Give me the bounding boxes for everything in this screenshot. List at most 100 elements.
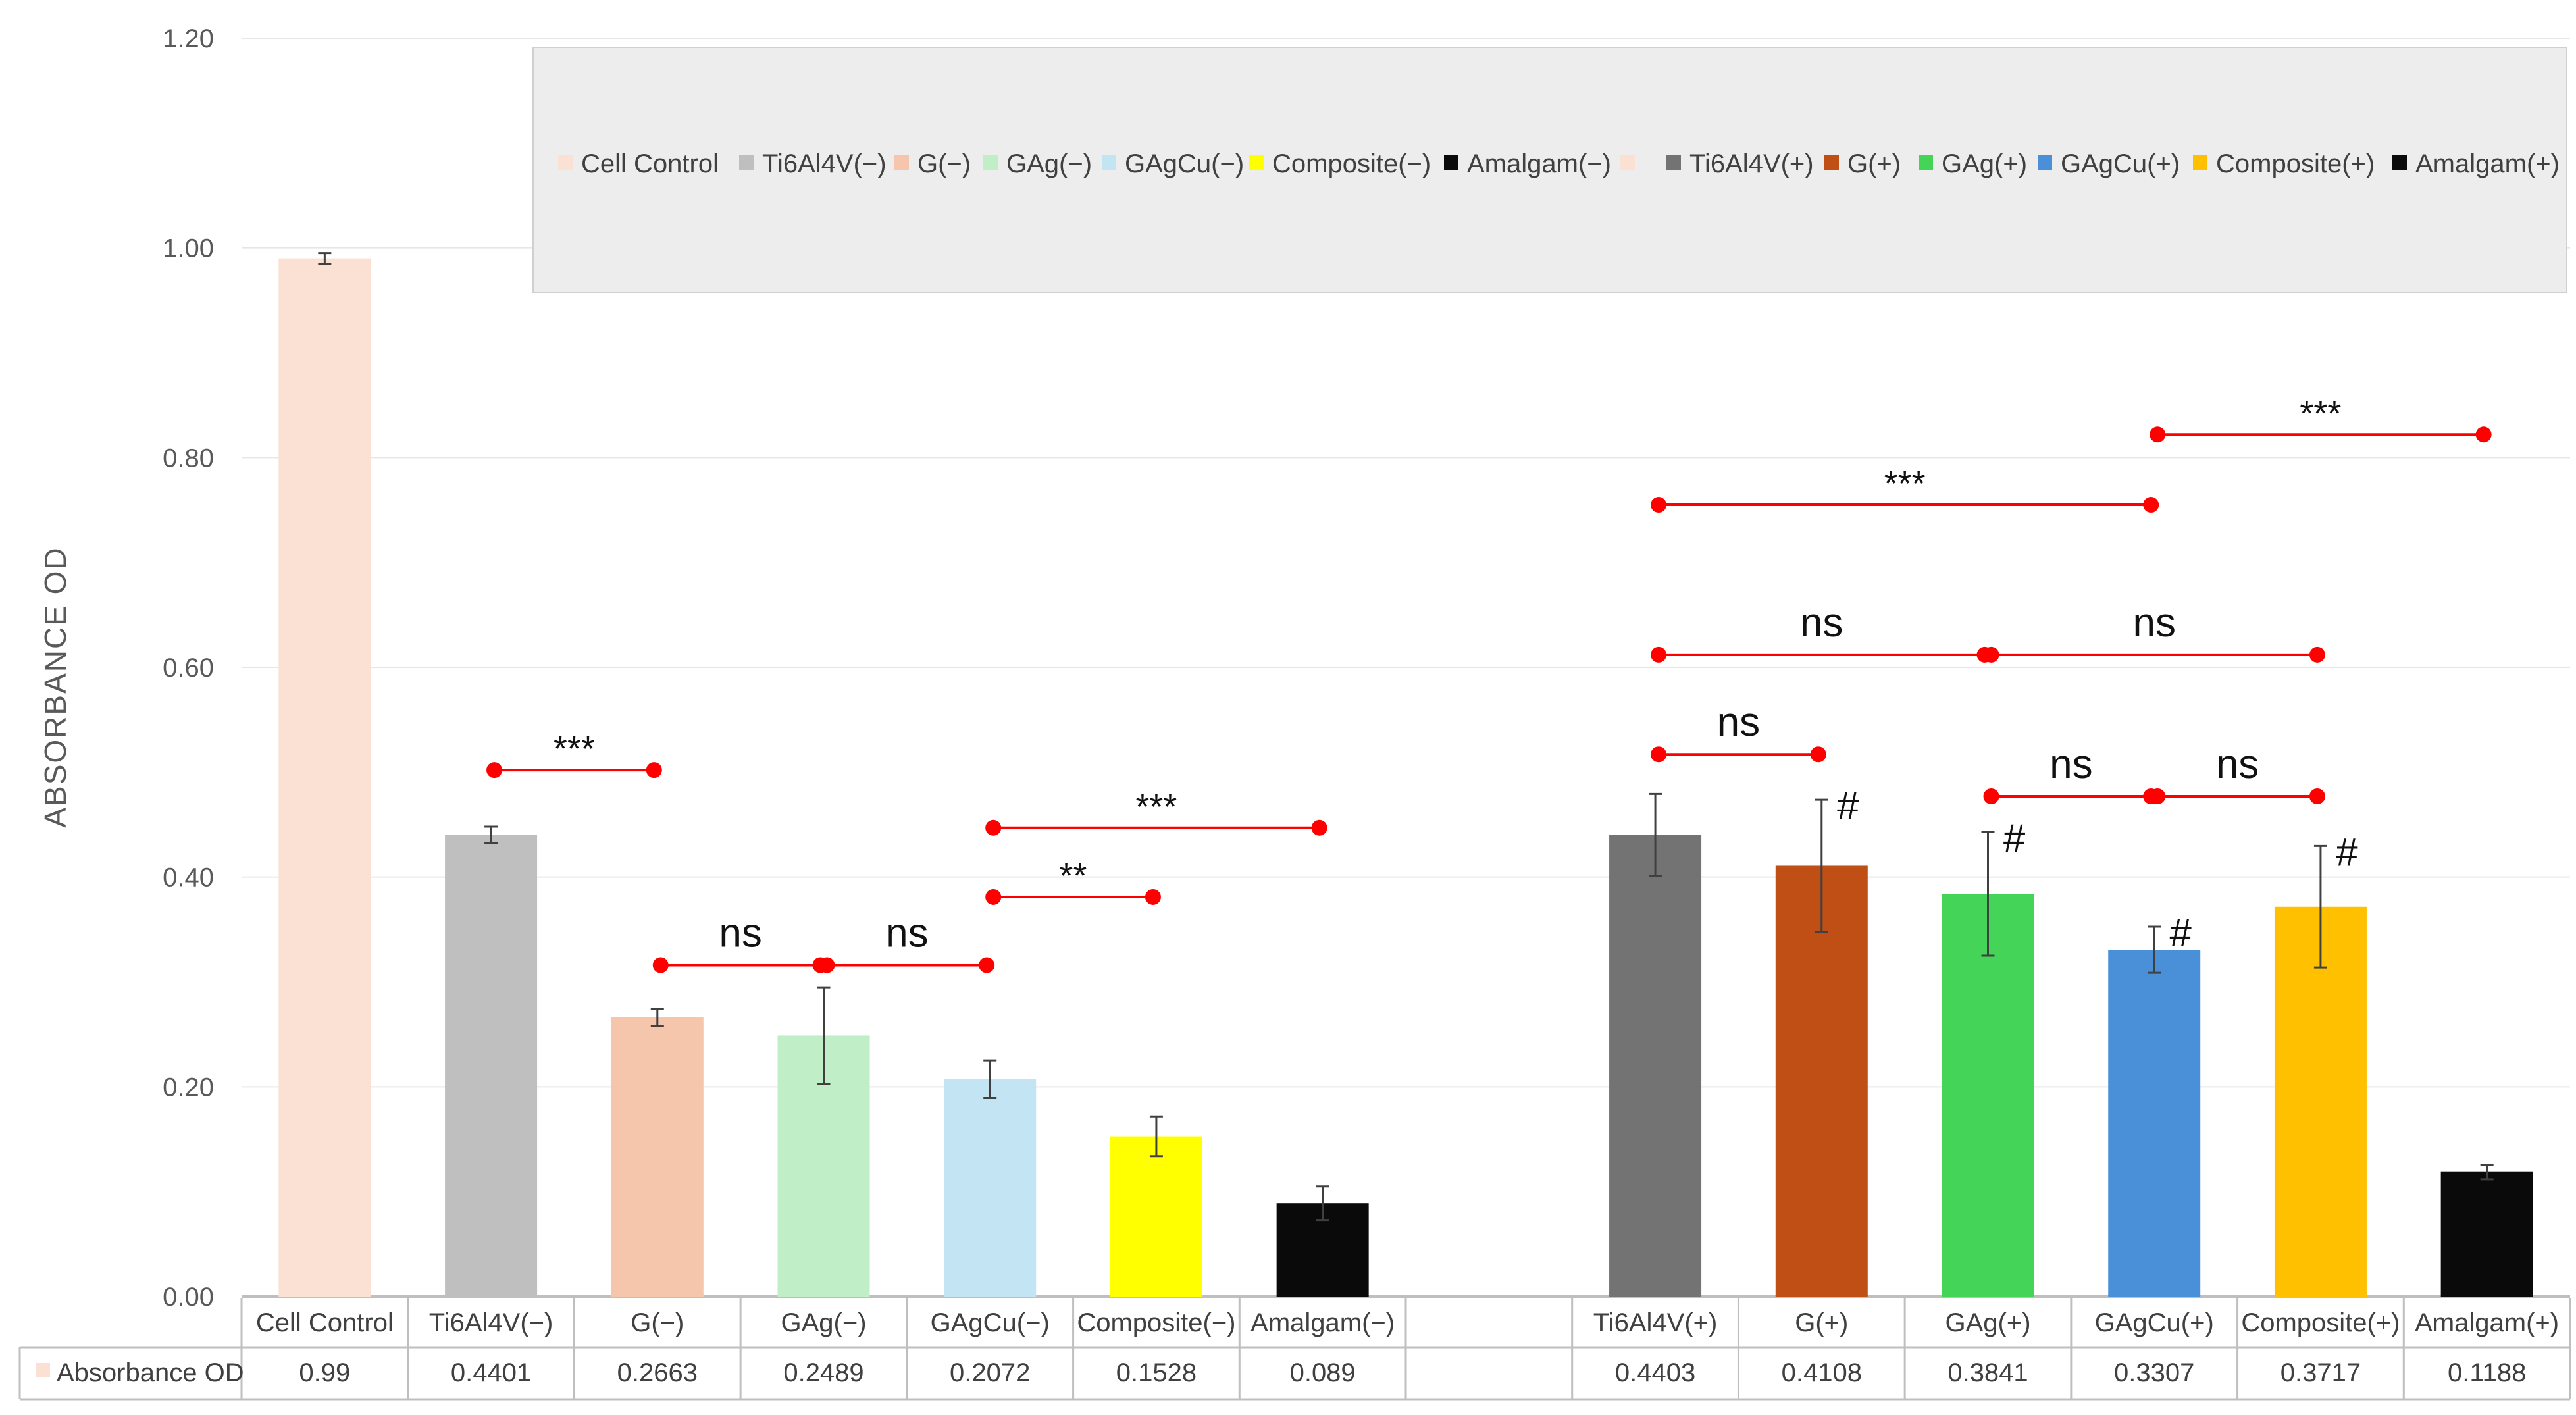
table-value-label: 0.2663: [617, 1358, 698, 1387]
significance-marker: [1983, 646, 1999, 663]
legend-label: GAgCu(+): [2061, 149, 2180, 178]
table-value-label: 0.3841: [1947, 1358, 2028, 1387]
table-row-label: Absorbance OD: [57, 1358, 244, 1387]
table-category-label: GAgCu(+): [2095, 1308, 2214, 1337]
error-bars: [318, 252, 2494, 1222]
significance-marker: [2475, 426, 2492, 443]
legend-swatch: [983, 155, 998, 170]
significance-marker: [979, 957, 995, 973]
significance-label: ns: [2049, 742, 2092, 787]
significance-label: ns: [2132, 600, 2175, 646]
significance-marker: [2150, 788, 2166, 804]
significance-marker: [1311, 819, 1327, 836]
table-value-label: 0.3717: [2280, 1358, 2361, 1387]
significance-label: ns: [1717, 700, 1760, 745]
significance-marker: [1651, 646, 1667, 663]
hash-mark: #: [2170, 911, 2192, 955]
bars: [278, 258, 2533, 1297]
legend-swatch: [1620, 155, 1635, 170]
significance-marker: [486, 762, 503, 779]
table-category-label: Composite(+): [2241, 1308, 2400, 1337]
bar: [1609, 835, 1702, 1297]
hash-mark: #: [2336, 830, 2358, 874]
table-value-label: 0.4403: [1615, 1358, 1695, 1387]
bar: [1110, 1136, 1202, 1297]
legend-label: G(−): [917, 149, 971, 178]
table-category-label: Ti6Al4V(−): [429, 1308, 554, 1337]
legend-swatch: [1919, 155, 1933, 170]
legend-label: Amalgam(−): [1467, 149, 1611, 178]
significance-label: ns: [719, 911, 761, 956]
significance-marker: [985, 888, 1002, 905]
legend-label: Composite(−): [1272, 149, 1431, 178]
legend-swatch: [1102, 155, 1116, 170]
table-value-label: 0.1528: [1116, 1358, 1197, 1387]
significance-marker: [2309, 788, 2325, 804]
table-value-label: 0.3307: [2114, 1358, 2194, 1387]
y-tick-label: 1.00: [163, 234, 214, 263]
significance-marker: [1810, 746, 1826, 763]
y-tick-label: 1.20: [163, 24, 214, 53]
table-category-label: GAgCu(−): [931, 1308, 1050, 1337]
y-axis-ticks: 0.00 0.20 0.40 0.60 0.80 1.00 1.20: [163, 24, 214, 1312]
table-value-label: 0.4401: [451, 1358, 531, 1387]
y-tick-label: 0.20: [163, 1073, 214, 1102]
significance-label: ns: [1800, 600, 1843, 646]
table-value-label: 0.1188: [2448, 1358, 2526, 1387]
significance-label: ns: [2216, 742, 2259, 787]
legend-label: GAg(−): [1006, 149, 1092, 178]
table-value-label: 0.99: [299, 1358, 350, 1387]
bar: [2108, 950, 2201, 1297]
bar: [1942, 894, 2034, 1297]
significance-label: ***: [1884, 464, 1926, 503]
significance-marker: [1651, 746, 1667, 763]
y-tick-label: 0.60: [163, 654, 214, 682]
legend-swatch: [739, 155, 754, 170]
significance-label: **: [1060, 856, 1087, 896]
table-category-label: GAg(+): [1945, 1308, 2030, 1337]
legend-label: Amalgam(+): [2415, 149, 2560, 178]
significance-marker: [985, 819, 1002, 836]
table-value-label: 0.2489: [783, 1358, 863, 1387]
legend-swatch: [1666, 155, 1681, 170]
legend-label: G(+): [1847, 149, 1901, 178]
legend-swatch: [894, 155, 909, 170]
legend-swatch: [558, 155, 573, 170]
table-category-label: Amalgam(−): [1250, 1308, 1395, 1337]
table-value-label: 0.4108: [1782, 1358, 1862, 1387]
bar: [278, 258, 371, 1297]
significance-marker: [819, 957, 835, 973]
significance-marker: [1145, 888, 1161, 905]
significance-marker: [1651, 497, 1667, 513]
bar: [445, 835, 538, 1297]
hash-mark: #: [1837, 784, 1859, 828]
legend-swatch: [1444, 155, 1458, 170]
legend-label: Cell Control: [581, 149, 719, 178]
legend-label: Ti6Al4V(−): [762, 149, 887, 178]
table-category-label: Ti6Al4V(+): [1593, 1308, 1718, 1337]
legend: Cell Control Ti6Al4V(−) G(−) GAg(−) GAgCu(−)…: [532, 47, 2567, 293]
significance-label: ***: [2300, 394, 2341, 433]
table-category-label: Composite(−): [1077, 1308, 1235, 1337]
legend-swatch: [1824, 155, 1839, 170]
legend-label: Ti6Al4V(+): [1689, 149, 1814, 178]
significance-marker: [646, 762, 662, 779]
table-legend-key: [36, 1363, 50, 1377]
significance-label: ***: [1135, 787, 1177, 827]
data-table: Cell Control 0.99 Ti6Al4V(−) 0.4401 G(−) 0.26…: [18, 1298, 2571, 1401]
significance-marker: [2150, 426, 2166, 443]
legend-label: GAgCu(−): [1125, 149, 1244, 178]
hash-mark: #: [2003, 816, 2026, 860]
y-tick-label: 0.40: [163, 863, 214, 892]
y-tick-label: 0.80: [163, 444, 214, 473]
significance-marker: [2143, 497, 2159, 513]
legend-swatch: [2038, 155, 2052, 170]
table-category-label: GAg(−): [781, 1308, 866, 1337]
y-axis-title: ABSORBANCE OD: [38, 546, 72, 827]
legend-label: GAg(+): [1942, 149, 2027, 178]
table-category-label: G(+): [1795, 1308, 1848, 1337]
legend-box: [532, 47, 2567, 293]
legend-swatch: [2193, 155, 2207, 170]
